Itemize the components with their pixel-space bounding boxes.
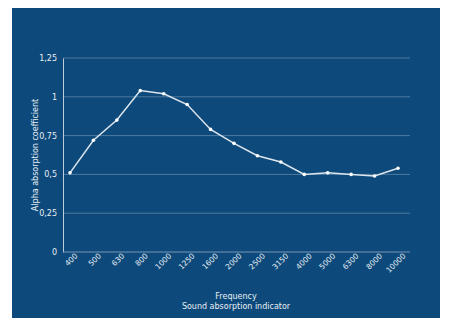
data-point [349, 173, 353, 177]
chart: 0 0,25 0,5 0,75 1 1,25 400 500 630 80010001250160… [0, 0, 450, 336]
plot-area [68, 89, 400, 178]
grid-line [63, 252, 410, 253]
x-axis: 400 500 630 8001000125016002000250031504000… [63, 251, 410, 274]
x-tick: 1600 [200, 251, 220, 271]
y-tick: 0,25 [39, 209, 63, 218]
y-axis-line [63, 59, 64, 253]
x-tick-label: 1000 [153, 251, 173, 271]
x-tick-label: 630 [110, 251, 127, 268]
data-point [326, 171, 330, 175]
data-point [232, 142, 236, 146]
x-tick-label: 6300 [341, 251, 361, 271]
data-point [209, 128, 213, 132]
y-axis-title: Alpha absorption coefficient [31, 99, 40, 211]
x-tick: 2000 [224, 251, 244, 271]
x-tick-label: 10000 [384, 251, 407, 274]
y-tick: 1,25 [39, 54, 63, 63]
y-tick-label: 1 [52, 93, 57, 102]
x-tick-label: 500 [86, 251, 103, 268]
x-tick: 6300 [341, 251, 361, 271]
x-tick: 800 [133, 251, 150, 268]
x-tick-label: 2500 [247, 251, 267, 271]
x-tick: 10000 [384, 251, 407, 274]
data-point [302, 173, 306, 177]
y-tick-label: 0,75 [39, 132, 57, 141]
x-tick: 4000 [294, 251, 314, 271]
chart-title: Sound absorption indicator [182, 302, 291, 311]
grid-line [63, 135, 410, 136]
y-tick-label: 1,25 [39, 54, 57, 63]
x-tick: 5000 [317, 251, 337, 271]
x-tick-label: 1600 [200, 251, 220, 271]
x-tick: 500 [86, 251, 103, 268]
y-tick-label: 0 [52, 248, 57, 257]
data-point [68, 171, 72, 175]
x-tick: 3150 [271, 251, 291, 271]
data-point [138, 89, 142, 93]
x-tick-label: 5000 [317, 251, 337, 271]
x-tick: 1250 [177, 251, 197, 271]
x-tick: 2500 [247, 251, 267, 271]
data-line [70, 91, 398, 176]
y-tick-label: 0,25 [39, 209, 57, 218]
y-tick: 0,5 [44, 170, 63, 179]
x-axis-line [63, 252, 410, 253]
grid [63, 58, 410, 252]
x-tick-label: 400 [63, 251, 80, 268]
x-axis-title: Frequency [215, 292, 257, 301]
x-tick: 630 [110, 251, 127, 268]
data-point [396, 166, 400, 170]
data-point [162, 92, 166, 96]
grid-line [63, 213, 410, 214]
data-point [279, 160, 283, 164]
data-point [373, 174, 377, 178]
x-tick-label: 2000 [224, 251, 244, 271]
x-tick-label: 3150 [271, 251, 291, 271]
x-tick: 1000 [153, 251, 173, 271]
x-tick: 8000 [364, 251, 384, 271]
data-point [256, 154, 260, 158]
data-point [92, 138, 96, 142]
x-tick-label: 4000 [294, 251, 314, 271]
x-tick-label: 800 [133, 251, 150, 268]
grid-line [63, 58, 410, 59]
data-point [115, 118, 119, 122]
y-tick: 0 [52, 248, 63, 257]
x-tick-label: 8000 [364, 251, 384, 271]
panel-background [12, 8, 440, 318]
grid-line [63, 96, 410, 97]
x-tick: 400 [63, 251, 80, 268]
y-tick: 0,75 [39, 132, 63, 141]
x-tick-label: 1250 [177, 251, 197, 271]
y-tick: 1 [52, 93, 63, 102]
y-tick-label: 0,5 [44, 170, 57, 179]
y-axis: 0 0,25 0,5 0,75 1 1,25 [39, 54, 63, 257]
data-point [185, 103, 189, 107]
